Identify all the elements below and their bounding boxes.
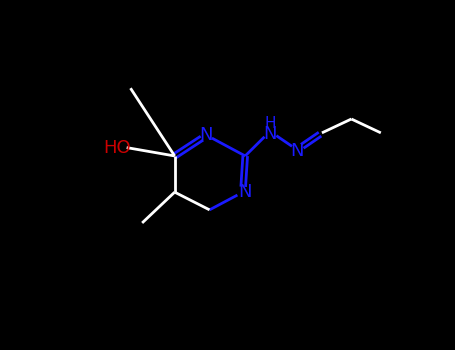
Text: N: N: [238, 183, 252, 201]
Text: HO: HO: [103, 139, 131, 157]
Text: H: H: [264, 116, 276, 131]
Text: N: N: [200, 126, 213, 144]
Text: N: N: [290, 142, 304, 160]
Text: N: N: [263, 125, 277, 144]
